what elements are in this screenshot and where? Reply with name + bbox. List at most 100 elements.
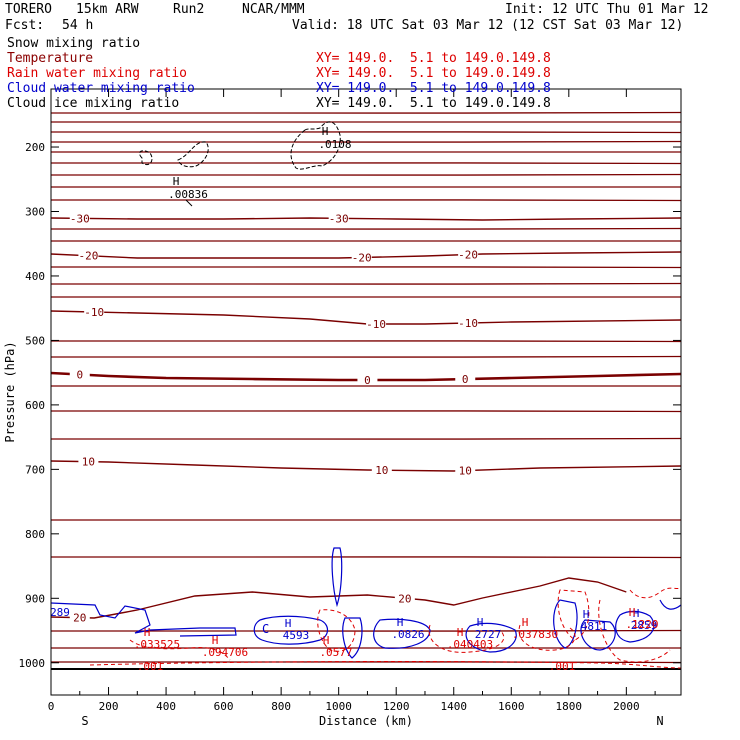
cloud-ice-high-0: H bbox=[322, 125, 329, 138]
x-tick-label-9: 1800 bbox=[556, 700, 583, 713]
rain-contour-1 bbox=[317, 609, 356, 652]
temperature-label--20-1: -20 bbox=[352, 251, 372, 264]
rain-min-1: .001 bbox=[549, 660, 576, 673]
cloud-water-contour-0 bbox=[50, 602, 237, 637]
temperature-contour-21 bbox=[50, 629, 682, 632]
temperature-contour-11 bbox=[50, 266, 682, 269]
cloud-water-high-4: H bbox=[583, 608, 590, 621]
temperature-label--10-0: -10 bbox=[84, 306, 104, 319]
rain-contour-2 bbox=[428, 624, 505, 653]
forecast-label: Fcst: bbox=[5, 18, 45, 33]
rain-max-3: .040403 bbox=[447, 638, 493, 651]
model-name: TORERO bbox=[5, 2, 52, 17]
label-bg bbox=[371, 464, 392, 476]
cloud-water-high-5: H bbox=[633, 607, 640, 620]
rain-max-5: .1220 bbox=[625, 618, 658, 631]
temperature-label-20-0: 20 bbox=[73, 612, 86, 625]
rain-contour-6 bbox=[629, 587, 682, 599]
temperature-label--20-0: -20 bbox=[78, 250, 98, 263]
temperature-label-20-1: 20 bbox=[398, 592, 411, 605]
cloud-water-contour-2 bbox=[331, 547, 343, 608]
temperature-label--10-1: -10 bbox=[366, 318, 386, 331]
cloud-water-high-3: H bbox=[477, 616, 484, 629]
x-tick-label-0: 0 bbox=[48, 700, 55, 713]
rain-high-2: H bbox=[323, 634, 330, 647]
label-bg bbox=[84, 306, 105, 317]
init-time: Init: 12 UTC Thu 01 Mar 12 bbox=[505, 2, 709, 17]
label-bg bbox=[366, 318, 387, 329]
y-axis-label: Pressure (hPa) bbox=[3, 341, 17, 442]
legend-rain: Rain water mixing ratio bbox=[7, 66, 188, 81]
rain-contour-0 bbox=[129, 639, 231, 661]
label-bg bbox=[458, 248, 479, 260]
temperature-contour-5 bbox=[50, 162, 682, 165]
temperature-contour-3 bbox=[50, 140, 682, 143]
temperature-contour-15 bbox=[50, 355, 682, 358]
rain-contour-5 bbox=[598, 599, 671, 663]
cloud-water-max-2: .0826 bbox=[391, 628, 424, 641]
cloud-water-high-1: H bbox=[285, 617, 292, 630]
cloud-water-contour-1 bbox=[253, 615, 329, 645]
run-label: Run2 bbox=[173, 2, 205, 17]
temperature-contour-23 bbox=[50, 661, 682, 664]
rain-high-1: H bbox=[212, 634, 219, 647]
x-tick-label-6: 1200 bbox=[383, 700, 410, 713]
temperature-contour--10 bbox=[50, 310, 682, 325]
legend-snow: Snow mixing ratio bbox=[7, 36, 141, 51]
y-tick-label-2: 400 bbox=[25, 270, 45, 283]
temperature-label--20-2: -20 bbox=[458, 249, 478, 262]
cloud-water-max-5: 2859 bbox=[631, 619, 658, 632]
cloud-water-max-4: 4811 bbox=[581, 620, 608, 633]
legend-cloud-ice: Cloud ice mixing ratio bbox=[7, 96, 180, 111]
x-tick-label-8: 1600 bbox=[498, 700, 525, 713]
temperature-label-0-2: 0 bbox=[462, 373, 469, 386]
label-bg bbox=[455, 464, 476, 476]
rain-max-4: .037830 bbox=[512, 628, 558, 641]
temperature-contour-14 bbox=[50, 340, 682, 343]
x-tick-label-2: 400 bbox=[156, 700, 176, 713]
cloud-ice-contour-3 bbox=[185, 199, 193, 207]
rain-high-3: H bbox=[457, 626, 464, 639]
xy-rain: XY= 149.0. 5.1 to 149.0.149.8 bbox=[316, 66, 551, 81]
temperature-contour-6 bbox=[50, 173, 682, 176]
cloud-water-max-3: 2727 bbox=[475, 628, 502, 641]
temperature-contour-0 bbox=[50, 371, 682, 382]
rain-min-0: .001 bbox=[137, 660, 164, 673]
temperature-label-10-0: 10 bbox=[82, 456, 95, 469]
temperature-contour-0 bbox=[50, 111, 682, 114]
organization: NCAR/MMM bbox=[242, 2, 305, 17]
cloud-water-contour-5 bbox=[465, 622, 517, 653]
rain-max-0: .033525 bbox=[134, 638, 180, 651]
label-bg bbox=[78, 249, 99, 261]
cloud-water-high-2: H bbox=[397, 616, 404, 629]
end-left-label: S bbox=[81, 714, 88, 728]
cloud-water-c: C bbox=[262, 622, 269, 636]
rain-contour-4 bbox=[557, 589, 590, 641]
temperature-label--30-0: -30 bbox=[70, 212, 90, 225]
rain-max-2: .0577 bbox=[319, 646, 352, 659]
y-tick-label-6: 800 bbox=[25, 528, 45, 541]
label-bg bbox=[69, 368, 90, 380]
label-bg bbox=[357, 374, 378, 385]
label-bg bbox=[458, 317, 479, 328]
xy-cloud-ice: XY= 149.0. 5.1 to 149.0.149.8 bbox=[316, 96, 551, 111]
rain-high-0: H bbox=[144, 626, 151, 639]
temperature-contour-8 bbox=[50, 199, 682, 202]
temperature-contour--20 bbox=[50, 251, 682, 259]
x-axis-label: Distance (km) bbox=[319, 714, 413, 728]
legend-cloud-water: Cloud water mixing ratio bbox=[7, 81, 195, 96]
x-tick-label-1: 200 bbox=[99, 700, 119, 713]
y-tick-label-0: 200 bbox=[25, 141, 45, 154]
cloud-ice-max-0: .0108 bbox=[318, 138, 351, 151]
label-bg bbox=[351, 251, 372, 263]
cloud-water-contour-4 bbox=[373, 618, 431, 649]
rain-high-5: H bbox=[629, 606, 636, 619]
resolution: 15km ARW bbox=[76, 2, 139, 17]
cloud-water-contour-6 bbox=[553, 599, 578, 649]
cloud-water-contour-7 bbox=[580, 619, 616, 651]
temperature-label-10-2: 10 bbox=[459, 465, 472, 478]
y-tick-label-3: 500 bbox=[25, 334, 45, 347]
label-bg bbox=[78, 455, 99, 467]
xy-temperature: XY= 149.0. 5.1 to 149.0.149.8 bbox=[316, 51, 551, 66]
